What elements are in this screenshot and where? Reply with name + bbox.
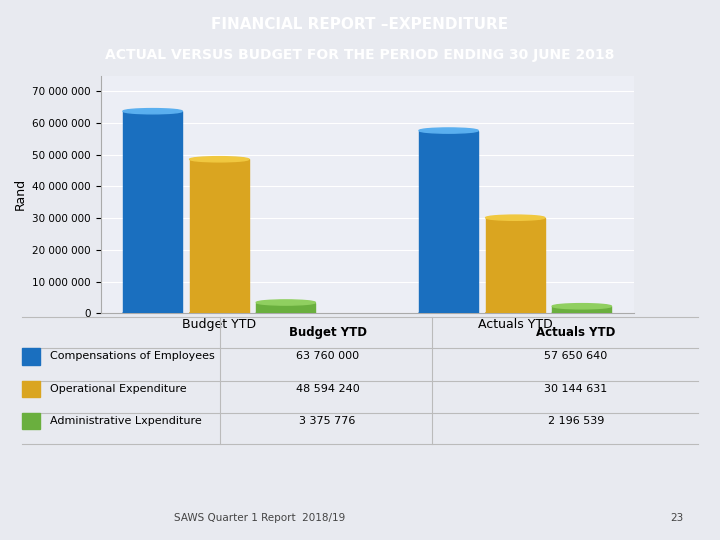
Text: SAWS Quarter 1 Report  2018/19: SAWS Quarter 1 Report 2018/19	[174, 514, 345, 523]
Bar	[22, 413, 40, 429]
Text: Operational Expenditure: Operational Expenditure	[50, 384, 187, 394]
Bar	[419, 131, 478, 313]
Text: 2 196 539: 2 196 539	[548, 416, 604, 426]
Text: 48 594 240: 48 594 240	[296, 384, 359, 394]
Bar	[123, 111, 182, 313]
Bar	[485, 218, 545, 313]
Bar	[22, 381, 40, 397]
Bar	[552, 306, 611, 313]
Text: Actuals YTD: Actuals YTD	[536, 326, 616, 339]
Bar	[22, 348, 40, 364]
Ellipse shape	[189, 157, 249, 162]
Text: Compensations of Employees: Compensations of Employees	[50, 352, 215, 361]
Ellipse shape	[485, 310, 545, 316]
Text: 57 650 640: 57 650 640	[544, 352, 608, 361]
Ellipse shape	[256, 300, 315, 305]
Y-axis label: Rand: Rand	[14, 178, 27, 211]
Text: 63 760 000: 63 760 000	[296, 352, 359, 361]
Text: Budget YTD: Budget YTD	[289, 326, 366, 339]
Text: FINANCIAL REPORT –EXPENDITURE: FINANCIAL REPORT –EXPENDITURE	[212, 17, 508, 32]
Text: 3 375 776: 3 375 776	[300, 416, 356, 426]
Ellipse shape	[419, 128, 478, 133]
Bar	[189, 159, 249, 313]
Text: Administrative Lxpenditure: Administrative Lxpenditure	[50, 416, 202, 426]
Ellipse shape	[256, 310, 315, 316]
Bar	[256, 302, 315, 313]
Ellipse shape	[123, 109, 182, 114]
Ellipse shape	[419, 310, 478, 316]
Ellipse shape	[552, 310, 611, 316]
Ellipse shape	[485, 215, 545, 220]
Text: 30 144 631: 30 144 631	[544, 384, 608, 394]
Text: ACTUAL VERSUS BUDGET FOR THE PERIOD ENDING 30 JUNE 2018: ACTUAL VERSUS BUDGET FOR THE PERIOD ENDI…	[105, 48, 615, 62]
Ellipse shape	[189, 310, 249, 316]
Text: 23: 23	[670, 514, 683, 523]
Ellipse shape	[552, 303, 611, 309]
Ellipse shape	[123, 310, 182, 316]
